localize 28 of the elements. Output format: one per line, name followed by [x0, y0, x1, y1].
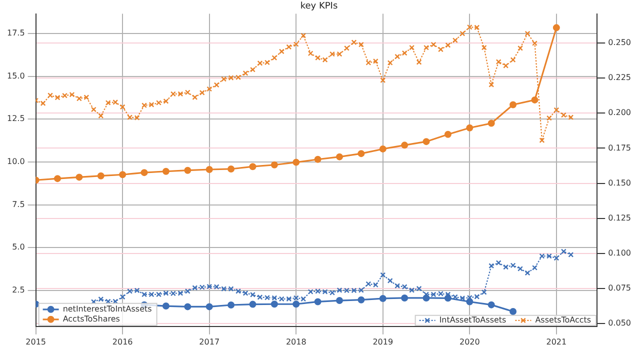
x-tick-label: 2015: [26, 337, 46, 346]
y-tick-label: 2.5: [12, 286, 25, 295]
x-tick-label: 2018: [286, 337, 306, 346]
y2-tick-label: 0.150: [608, 178, 632, 188]
x-tick-label: 2017: [199, 337, 220, 346]
y2-tick-label: 0.075: [608, 284, 632, 293]
y2-tick-label: 0.050: [608, 318, 632, 328]
x-tick-label: 2020: [459, 337, 480, 346]
y2-tick-label: 0.200: [608, 108, 632, 118]
y2-tick-label: 0.250: [608, 38, 632, 48]
y-tick-label: 5.0: [12, 242, 25, 252]
y-tick-label: 10.0: [7, 157, 25, 166]
y2-tick-label: 0.125: [608, 213, 632, 222]
y-tick-label: 7.5: [12, 200, 25, 209]
legend-label: AssetsToAccts: [535, 315, 592, 324]
y-tick-label: 17.5: [7, 28, 25, 38]
chart-title: key KPIs: [300, 2, 338, 12]
y2-tick-label: 0.100: [608, 248, 632, 258]
x-tick-label: 2019: [372, 337, 394, 346]
y-tick-label: 12.5: [7, 114, 25, 124]
legend-label: IntAssetToAssets: [439, 315, 506, 324]
y-tick-label: 15.0: [7, 71, 25, 80]
x-tick-label: 2021: [546, 337, 567, 346]
legend-label: AcctsToShares: [62, 314, 120, 324]
legend-label: netInterestToIntAssets: [62, 304, 152, 314]
y2-tick-label: 0.175: [608, 143, 632, 152]
y2-tick-label: 0.225: [608, 73, 632, 82]
x-tick-label: 2016: [112, 337, 133, 346]
